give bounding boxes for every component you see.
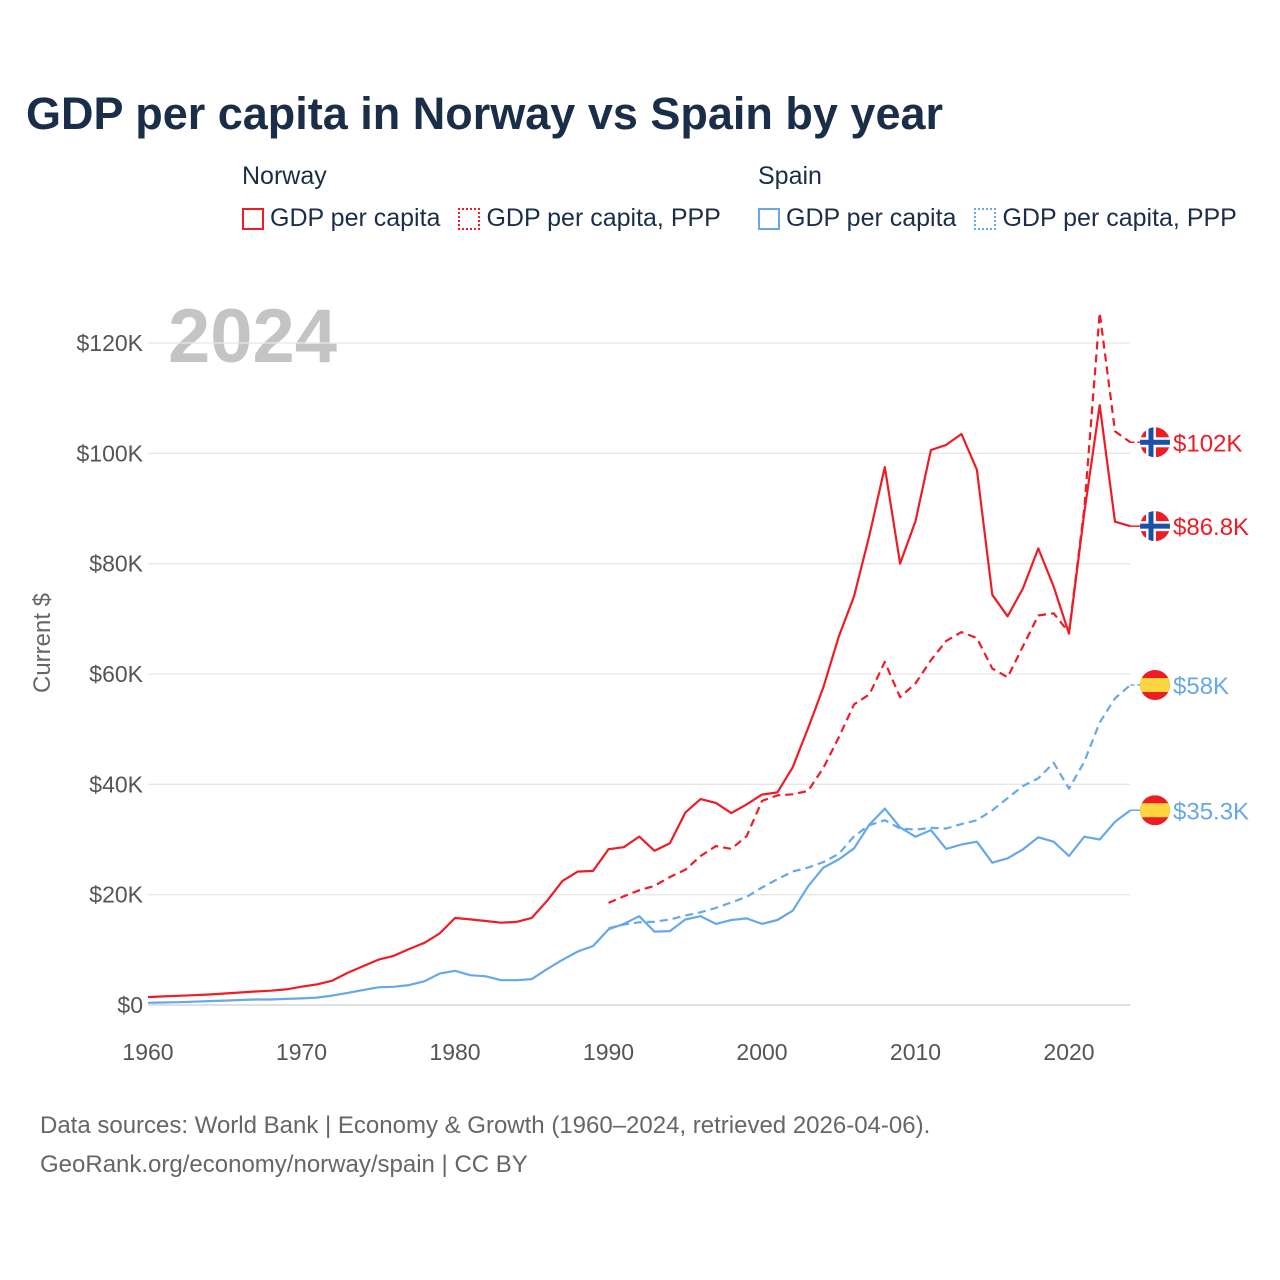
footer: Data sources: World Bank | Economy & Gro…: [40, 1106, 930, 1184]
legend-item-norway-ppp[interactable]: GDP per capita, PPP: [458, 204, 721, 233]
legend-label: GDP per capita: [270, 204, 441, 232]
legend-item-norway-gdp[interactable]: GDP per capita: [242, 204, 440, 233]
series-line-spain-gdp-per-capita-ppp: [608, 684, 1132, 930]
y-tick-label: $120K: [76, 330, 143, 356]
x-tick-label: 1960: [122, 1039, 173, 1065]
flag-graphic: [1140, 427, 1170, 458]
norway-flag-icon: [1140, 427, 1170, 458]
legend-swatch-dotted: [974, 207, 997, 230]
x-tick-label: 1990: [583, 1039, 634, 1065]
x-tick-label: 2010: [890, 1039, 941, 1065]
end-value-label: $58K: [1173, 673, 1229, 700]
flag-cross: [1140, 523, 1170, 529]
x-tick-label: 1980: [429, 1039, 480, 1065]
y-tick-label: $40K: [89, 771, 143, 797]
y-tick-label: $80K: [89, 551, 143, 577]
legend-label: GDP per capita, PPP: [1002, 204, 1237, 232]
spain-flag-icon: [1140, 670, 1170, 701]
end-value-label: $35.3K: [1173, 798, 1249, 825]
x-tick-label: 1970: [276, 1039, 327, 1065]
series-line-norway-gdp-per-capita-ppp: [608, 311, 1132, 904]
x-tick-label: 2020: [1043, 1039, 1094, 1065]
spain-flag-icon: [1140, 795, 1170, 826]
legend-swatch-solid: [242, 207, 264, 230]
flag-cross: [1148, 511, 1154, 542]
end-value-label: $86.8K: [1173, 514, 1249, 541]
series-line-norway-gdp-per-capita: [147, 404, 1131, 999]
legend-item-spain-gdp[interactable]: GDP per capita: [758, 204, 956, 233]
chart-title: GDP per capita in Norway vs Spain by yea…: [26, 88, 944, 139]
flag-graphic: [1140, 670, 1170, 701]
year-watermark: 2024: [168, 294, 337, 379]
flag-graphic: [1140, 795, 1170, 826]
flag-graphic: [1140, 511, 1170, 542]
footer-attribution[interactable]: GeoRank.org/economy/norway/spain | CC BY: [40, 1151, 528, 1178]
legend-norway-items: GDP per capita GDP per capita, PPP: [242, 204, 721, 233]
series-line-spain-gdp-per-capita: [147, 807, 1132, 1004]
flag-band: [1140, 803, 1170, 818]
legend-swatch-solid: [758, 207, 780, 230]
flag-band: [1140, 678, 1170, 693]
legend-group-norway: Norway: [242, 162, 327, 190]
footer-sources: Data sources: World Bank | Economy & Gro…: [40, 1112, 931, 1139]
legend-item-spain-ppp[interactable]: GDP per capita, PPP: [974, 204, 1237, 233]
x-tick-label: 2000: [736, 1039, 787, 1065]
y-tick-label: $100K: [76, 440, 143, 466]
norway-flag-icon: [1140, 511, 1170, 542]
y-tick-label: $0: [117, 992, 143, 1018]
y-axis-label: Current $: [29, 593, 56, 693]
flag-cross: [1140, 439, 1170, 445]
legend-spain-items: GDP per capita GDP per capita, PPP: [758, 204, 1237, 233]
y-tick-label: $20K: [89, 882, 143, 908]
legend-swatch-dotted: [458, 207, 481, 230]
end-value-label: $102K: [1173, 430, 1242, 457]
flag-cross: [1148, 427, 1154, 458]
legend-label: GDP per capita: [786, 204, 957, 232]
legend-group-spain: Spain: [758, 162, 822, 190]
legend-label: GDP per capita, PPP: [486, 204, 721, 232]
y-tick-label: $60K: [89, 661, 143, 687]
